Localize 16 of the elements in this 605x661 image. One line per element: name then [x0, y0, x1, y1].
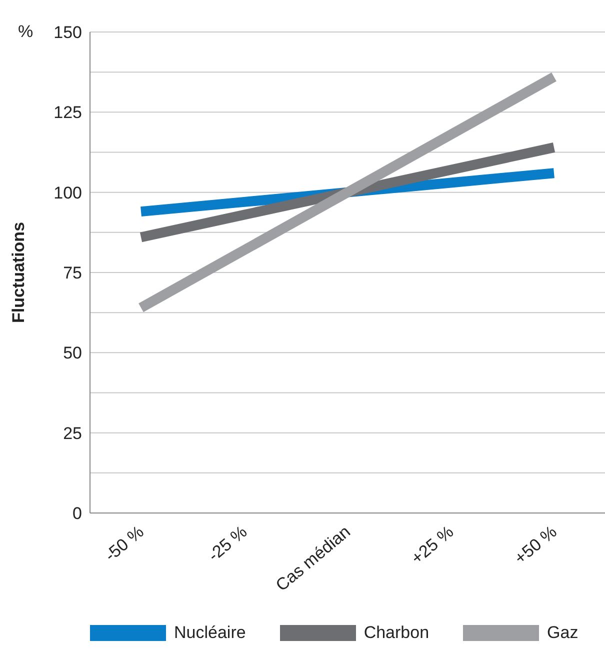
text: % [18, 22, 34, 42]
y-tick-label: 0 [72, 504, 82, 524]
x-tick-label: -25 % [204, 522, 251, 566]
y-tick-label: 150 [54, 23, 82, 42]
y-axis-title: Fluctuations [9, 222, 28, 324]
y-tick-label: 25 [63, 424, 82, 443]
legend-label: Charbon [364, 623, 430, 643]
y-tick-label: 50 [63, 344, 82, 363]
legend-label: Nucléaire [174, 623, 246, 643]
x-tick-label: -50 % [101, 522, 148, 566]
y-tick-label: 100 [54, 183, 82, 202]
y-tick-label: 75 [63, 264, 82, 283]
y-tick-label: 125 [54, 103, 82, 122]
legend-label: Gaz [547, 623, 578, 643]
x-tick-label: +25 % [408, 522, 458, 568]
x-tick-label: +50 % [510, 522, 560, 568]
